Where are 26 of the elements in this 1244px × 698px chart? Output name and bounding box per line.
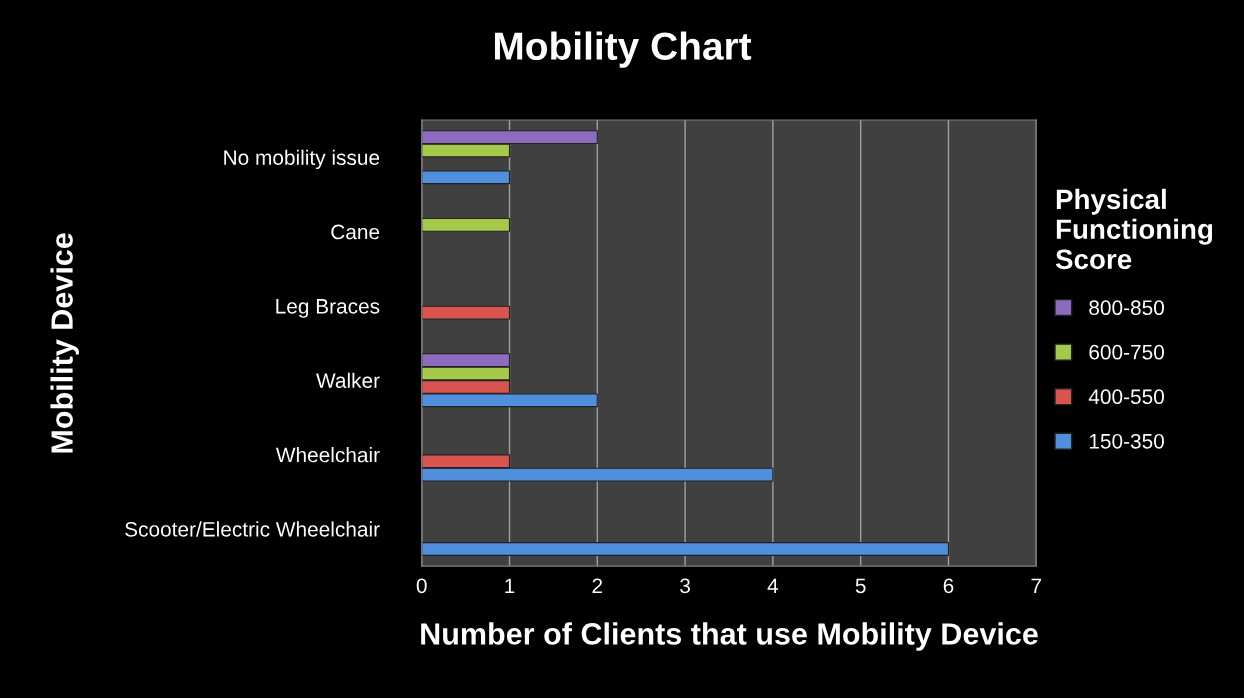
y-tick-label: Wheelchair	[275, 447, 380, 463]
x-tick-label: 5	[855, 578, 866, 594]
legend-label: 600-750	[1089, 344, 1164, 360]
y-tick-label: No mobility issue	[224, 149, 380, 170]
y-tick-label: Scooter/Electric Wheelchair	[125, 521, 380, 537]
bar	[421, 170, 511, 185]
y-axis-title: Mobility Device	[50, 233, 79, 453]
bar	[421, 217, 511, 232]
bar	[421, 542, 950, 556]
x-tick-label: 1	[505, 578, 515, 593]
legend-label: 800-850	[1089, 300, 1164, 316]
y-tick-label: Cane	[331, 224, 380, 240]
x-tick-label: 0	[416, 578, 427, 594]
x-tick-label: 2	[592, 578, 603, 593]
x-tick-label: 4	[767, 578, 779, 593]
x-tick-label: 7	[1031, 578, 1041, 593]
legend-title: Physical Functioning Score	[1055, 188, 1213, 270]
x-tick-label: 6	[943, 578, 954, 594]
y-tick-label: Walker	[316, 372, 380, 388]
legend-label: 150-350	[1089, 433, 1164, 449]
y-tick-label: Leg Braces	[276, 299, 380, 318]
legend-label: 400-550	[1088, 389, 1164, 405]
bar	[421, 305, 511, 320]
x-tick-label: 3	[680, 578, 690, 594]
x-axis-title: Number of Clients that use Mobility Device	[421, 622, 1038, 651]
chart-title: Mobility Chart	[494, 31, 752, 68]
